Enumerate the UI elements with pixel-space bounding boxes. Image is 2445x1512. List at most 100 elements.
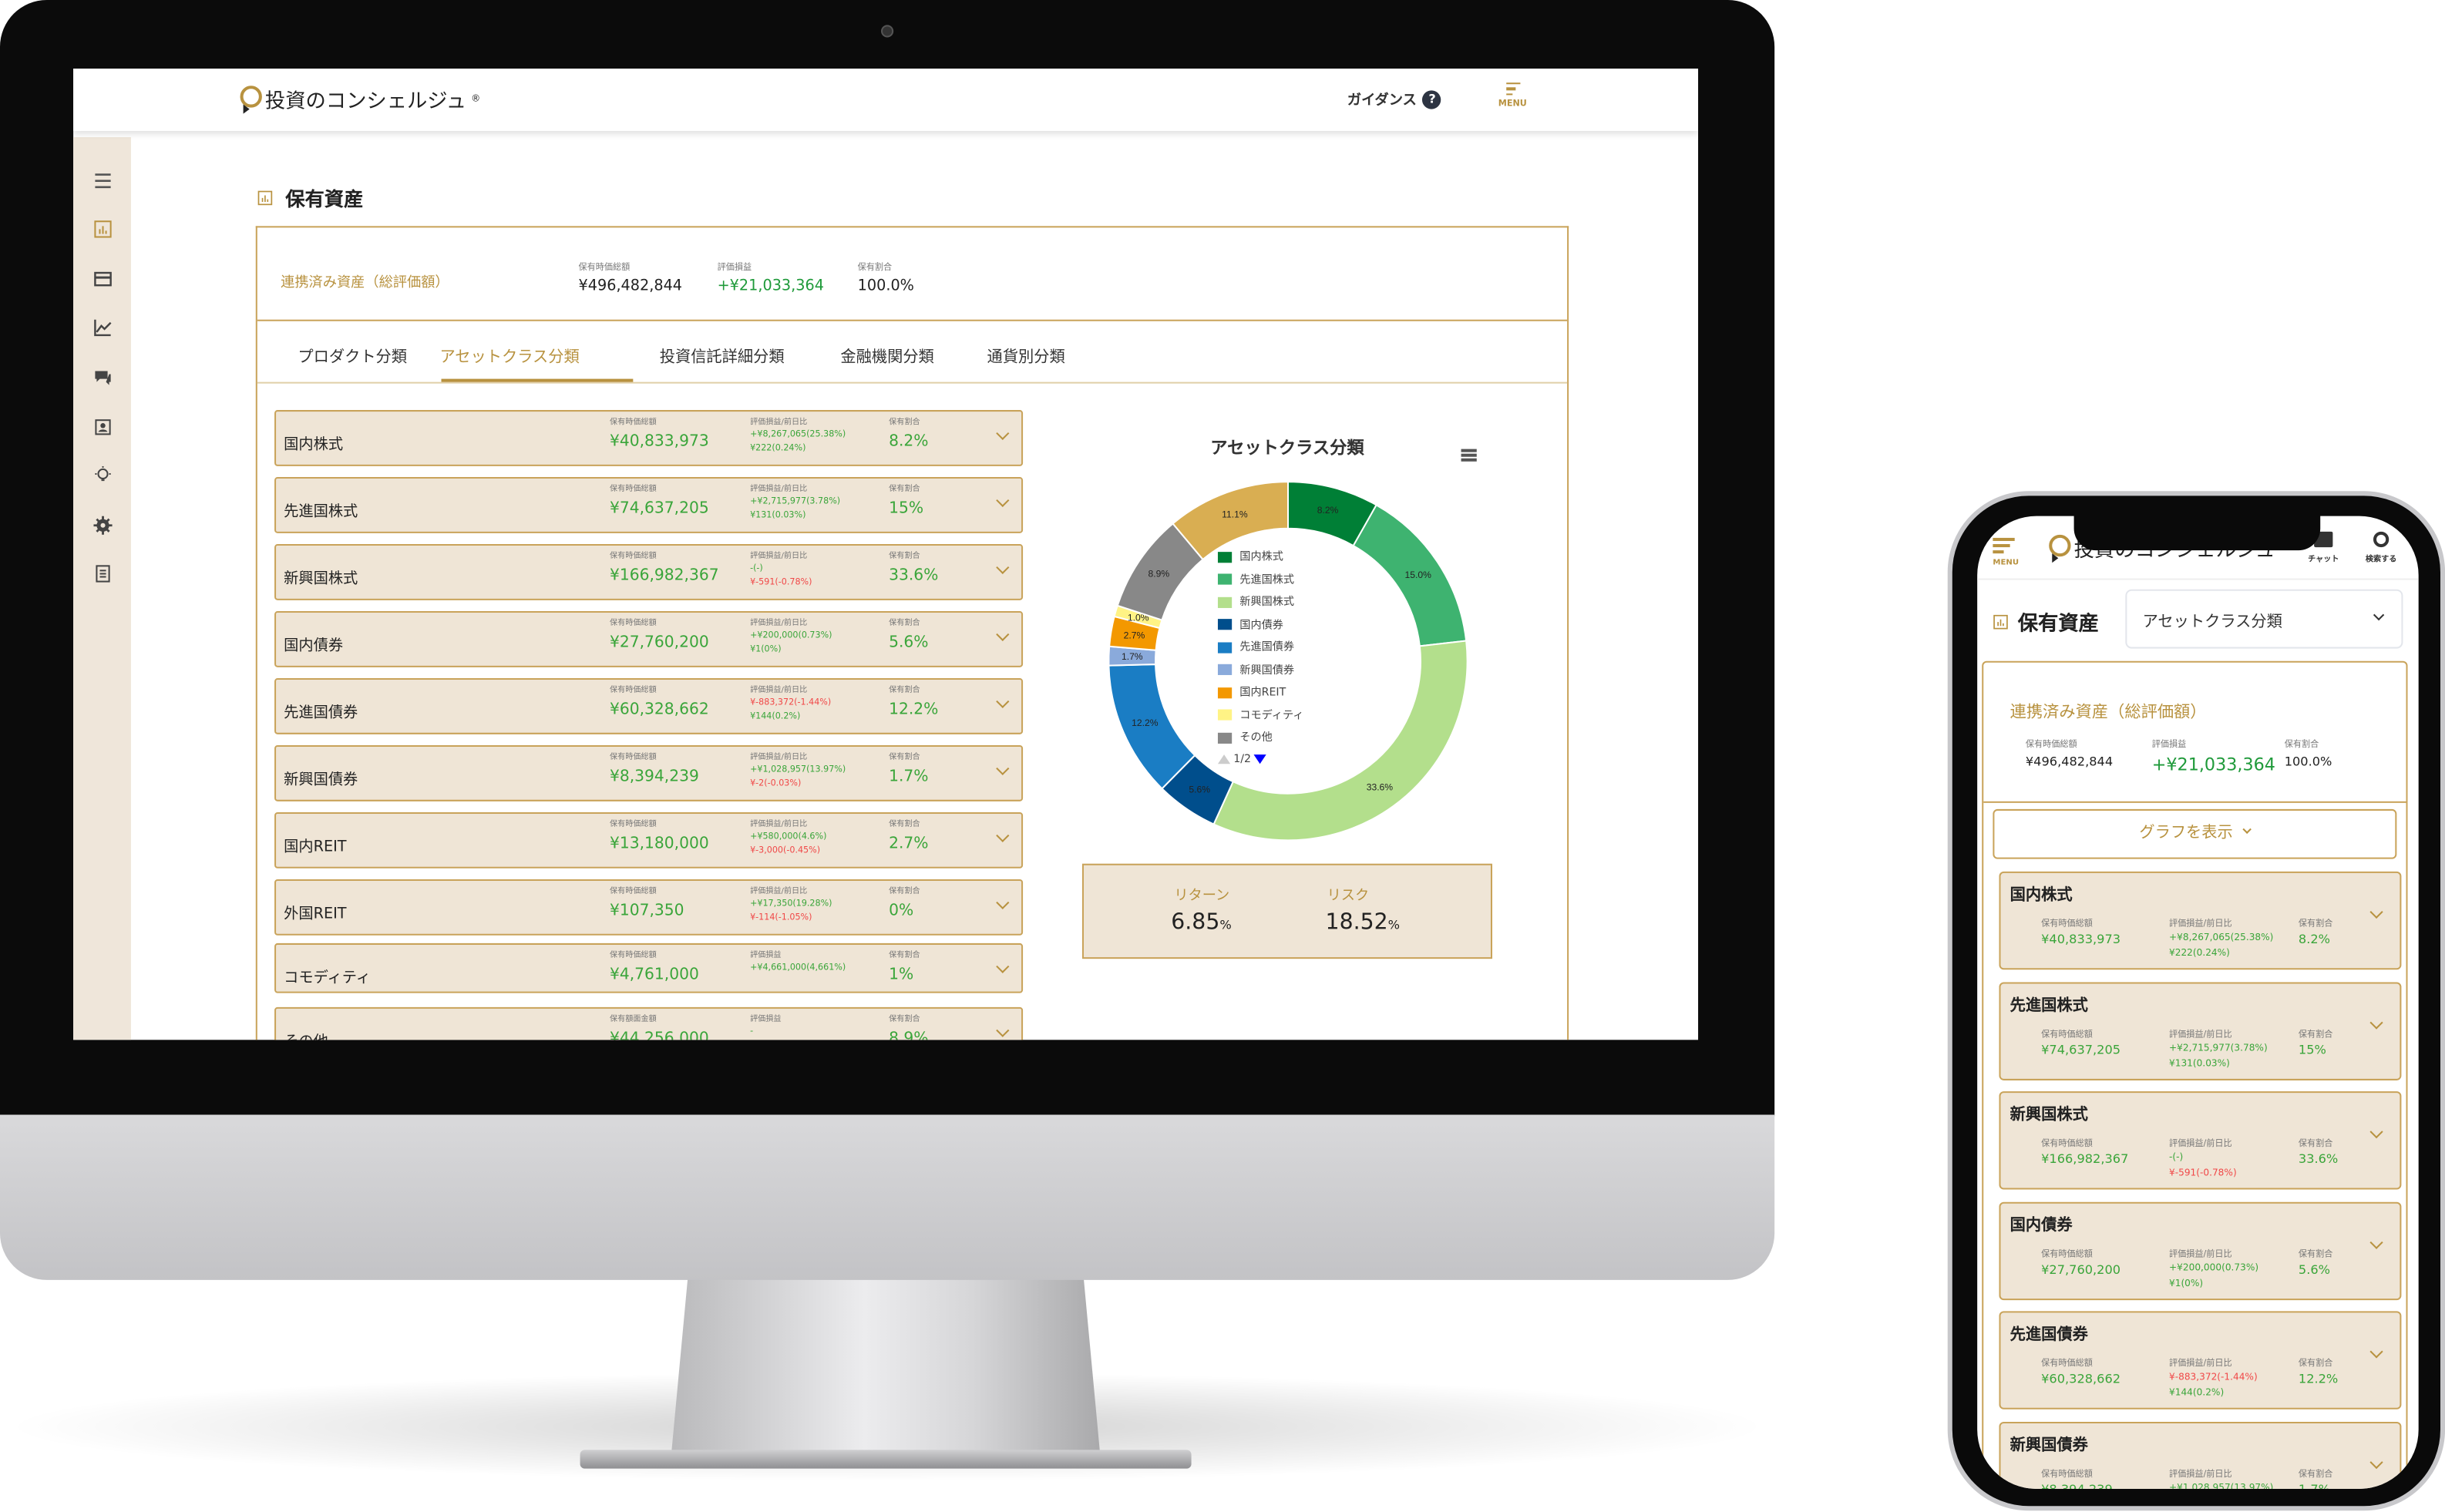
tab-0[interactable]: プロダクト分類	[298, 349, 408, 367]
chevron-down-icon[interactable]	[996, 493, 1010, 507]
mobile-asset-row[interactable]: 新興国債券 保有時価総額 ¥8,394,239 評価損益/前日比 +¥1,028,957…	[1999, 1420, 2402, 1489]
tab-1[interactable]: アセットクラス分類	[439, 349, 580, 367]
legend-item[interactable]: 国内債券	[1217, 613, 1303, 636]
guidance-label: ガイダンス	[1347, 93, 1417, 109]
ratio-label: 保有割合	[889, 1014, 920, 1025]
legend-pager: 1/2	[1217, 749, 1303, 768]
search-button[interactable]: 検索する	[2358, 531, 2405, 564]
donut-slice[interactable]	[1172, 481, 1290, 561]
chevron-down-icon[interactable]	[2369, 1345, 2383, 1359]
legend-item[interactable]: 先進国債券	[1217, 636, 1303, 658]
legend-item[interactable]: 新興国債券	[1217, 659, 1303, 681]
bar-chart-icon[interactable]	[93, 220, 112, 238]
pl-value: ¥-883,372(-1.44%)	[2168, 1372, 2258, 1383]
legend-item[interactable]: その他	[1217, 727, 1303, 749]
legend-swatch	[1217, 619, 1233, 630]
legend-item[interactable]: 新興国株式	[1217, 591, 1303, 613]
asset-row[interactable]: 国内債券 保有時価総額 ¥27,760,200 評価損益/前日比 +¥200,000(0…	[274, 611, 1024, 667]
tab-4[interactable]: 通貨別分類	[987, 349, 1065, 367]
pl-value: +¥2,715,977(3.78%)	[750, 497, 841, 507]
asset-row[interactable]: 先進国株式 保有時価総額 ¥74,637,205 評価損益/前日比 +¥2,715,97…	[274, 477, 1024, 533]
chevron-down-icon[interactable]	[996, 959, 1010, 973]
chevron-down-icon[interactable]	[2369, 1235, 2383, 1248]
registered-mark: ®	[471, 93, 481, 105]
chevron-down-icon[interactable]	[996, 560, 1010, 574]
legend-item[interactable]: 先進国株式	[1217, 568, 1303, 590]
asset-value: ¥60,328,662	[2041, 1372, 2121, 1386]
chevron-down-icon[interactable]	[996, 895, 1010, 909]
contact-card-icon[interactable]	[93, 418, 112, 436]
pl-label: 評価損益/前日比	[2168, 1249, 2232, 1259]
legend-swatch	[1217, 732, 1233, 744]
ratio-label: 保有割合	[889, 820, 920, 830]
chevron-down-icon[interactable]	[996, 627, 1010, 641]
return-number: 6.85	[1171, 910, 1220, 936]
mobile-asset-row[interactable]: 国内株式 保有時価総額 ¥40,833,973 評価損益/前日比 +¥8,267,065…	[1999, 871, 2402, 970]
donut-slice[interactable]	[1212, 640, 1468, 842]
pl-value: +¥1,028,957(13.97%)	[750, 765, 846, 775]
mobile-asset-row[interactable]: 国内債券 保有時価総額 ¥27,760,200 評価損益/前日比 +¥200,000(0…	[1999, 1201, 2402, 1300]
daily-change: ¥1(0%)	[750, 645, 782, 655]
legend-item[interactable]: コモディティ	[1217, 704, 1303, 726]
tab-3[interactable]: 金融機関分類	[840, 349, 934, 367]
tab-2[interactable]: 投資信託詳細分類	[659, 349, 785, 367]
daily-change: ¥-591(-0.78%)	[750, 578, 812, 588]
credit-card-icon[interactable]	[93, 270, 112, 288]
menu-label: MENU	[1498, 99, 1527, 109]
legend-next-icon[interactable]	[1254, 754, 1267, 764]
value-label: 保有時価総額	[609, 619, 657, 629]
mobile-menu-button[interactable]: MENU	[1993, 537, 2027, 566]
asset-row[interactable]: 外国REIT 保有時価総額 ¥107,350 評価損益/前日比 +¥17,350(19.…	[274, 879, 1024, 936]
hamburger-icon[interactable]	[93, 172, 112, 190]
ratio-label: 保有割合	[889, 951, 920, 961]
gear-icon[interactable]	[93, 516, 113, 535]
asset-value: ¥27,760,200	[2041, 1262, 2121, 1276]
chevron-down-icon[interactable]	[996, 761, 1010, 775]
logo[interactable]: 投資のコンシェルジュ ®	[239, 84, 481, 114]
chat-icon[interactable]	[93, 368, 112, 386]
ratio-value: 15%	[889, 500, 924, 518]
mobile-asset-row[interactable]: 先進国債券 保有時価総額 ¥60,328,662 評価損益/前日比 ¥-883,372(…	[1999, 1311, 2402, 1410]
chevron-down-icon[interactable]	[996, 1023, 1010, 1037]
chart-menu-icon[interactable]	[1461, 449, 1477, 462]
lightbulb-icon[interactable]	[93, 465, 112, 485]
chevron-down-icon[interactable]	[2369, 905, 2383, 919]
asset-name: 国内債券	[284, 637, 344, 655]
chevron-down-icon[interactable]	[2369, 1454, 2383, 1469]
line-chart-icon[interactable]	[93, 318, 112, 337]
legend-prev-icon[interactable]	[1217, 754, 1231, 764]
asset-row[interactable]: 先進国債券 保有時価総額 ¥60,328,662 評価損益/前日比 ¥-883,372(…	[274, 678, 1024, 734]
mobile-asset-row[interactable]: 新興国株式 保有時価総額 ¥166,982,367 評価損益/前日比 -(-) ¥-591…	[1999, 1091, 2402, 1190]
menu-button[interactable]: MENU	[1497, 82, 1528, 109]
asset-row[interactable]: 新興国債券 保有時価総額 ¥8,394,239 評価損益/前日比 +¥1,028,957…	[274, 744, 1024, 801]
mobile-asset-row[interactable]: 先進国株式 保有時価総額 ¥74,637,205 評価損益/前日比 +¥2,715,97…	[1999, 981, 2402, 1080]
asset-row[interactable]: 国内株式 保有時価総額 ¥40,833,973 評価損益/前日比 +¥8,267,065…	[274, 410, 1024, 466]
ratio-value: 0%	[889, 902, 914, 920]
asset-row[interactable]: 国内REIT 保有時価総額 ¥13,180,000 評価損益/前日比 +¥580,000…	[274, 811, 1024, 869]
asset-name: 新興国株式	[2009, 1107, 2088, 1124]
ratio-value: 100.0%	[2284, 754, 2332, 769]
ratio-label: 保有割合	[889, 887, 920, 897]
legend-label: 国内REIT	[1239, 686, 1286, 699]
show-graph-button[interactable]: グラフを表示	[1993, 808, 2397, 859]
asset-name: 国内株式	[284, 436, 344, 454]
asset-row[interactable]: 新興国株式 保有時価総額 ¥166,982,367 評価損益/前日比 -(-) ¥-591…	[274, 544, 1024, 600]
ratio-value: 100.0%	[857, 277, 914, 295]
asset-value: ¥166,982,367	[609, 567, 719, 585]
asset-row[interactable]: コモディティ 保有時価総額 ¥4,761,000 評価損益 +¥4,661,000(4,…	[274, 942, 1024, 993]
classification-select[interactable]: アセットクラス分類	[2125, 589, 2403, 649]
chevron-down-icon[interactable]	[996, 694, 1010, 708]
document-icon[interactable]	[93, 564, 112, 583]
chevron-down-icon[interactable]	[996, 828, 1010, 842]
pl-label: 評価損益/前日比	[2168, 1469, 2232, 1479]
ratio-value: 15%	[2298, 1042, 2326, 1057]
asset-value: ¥166,982,367	[2041, 1151, 2129, 1167]
chevron-down-icon[interactable]	[996, 426, 1010, 440]
legend-item[interactable]: 国内REIT	[1217, 681, 1303, 704]
chevron-down-icon[interactable]	[2369, 1125, 2383, 1139]
legend-item[interactable]: 国内株式	[1217, 546, 1303, 568]
pl-value: +¥8,267,065(25.38%)	[2168, 932, 2274, 943]
asset-row[interactable]: その他 保有額面金額 ¥44,256,000 評価損益 - 保有割合 8.9%	[274, 1006, 1024, 1040]
guidance-button[interactable]: ガイダンス ?	[1347, 89, 1442, 109]
chevron-down-icon[interactable]	[2369, 1015, 2383, 1029]
